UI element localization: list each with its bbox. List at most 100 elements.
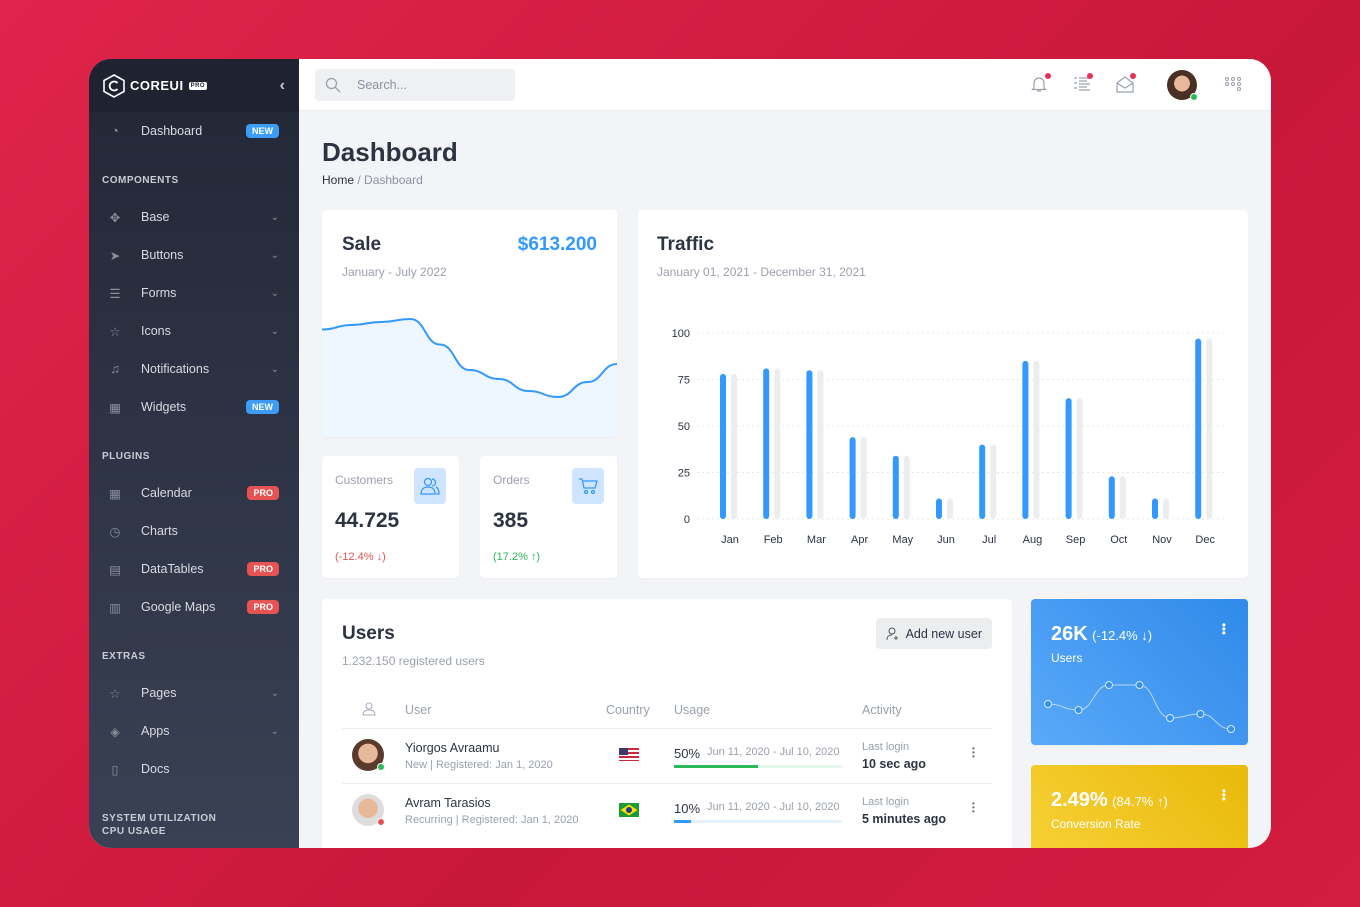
- bar-may-series-2[interactable]: [903, 455, 910, 519]
- envelope-open-icon[interactable]: [1116, 73, 1136, 95]
- search-box[interactable]: [315, 69, 515, 101]
- notes-icon: ☰: [109, 286, 121, 301]
- sidebar-badge: PRO: [247, 562, 279, 576]
- bar-jul-series-2[interactable]: [990, 444, 997, 519]
- breadcrumb-home[interactable]: Home: [322, 173, 355, 187]
- sparkline-point[interactable]: [1105, 681, 1113, 689]
- bar-nov-series-1[interactable]: [1152, 498, 1158, 519]
- bar-oct-series-1[interactable]: [1108, 476, 1115, 519]
- sidebar-brand[interactable]: COREUI PRO ‹: [89, 59, 299, 112]
- top-header: [299, 59, 1271, 111]
- chevron-down-icon: ⌄: [270, 725, 279, 737]
- sidebar-item-docs[interactable]: ▯ Docs: [89, 750, 299, 788]
- bar-sep-series-1[interactable]: [1065, 398, 1072, 519]
- chevron-down-icon: ⌄: [270, 287, 279, 299]
- apps-grid-icon[interactable]: [1225, 77, 1245, 97]
- bar-jun-series-2[interactable]: [947, 498, 953, 519]
- bar-aug-series-2[interactable]: [1033, 360, 1040, 519]
- bar-feb-series-1[interactable]: [763, 368, 770, 519]
- sidebar-item-pages[interactable]: ☆ Pages ⌄: [89, 674, 299, 712]
- sidebar-section-title: EXTRAS: [102, 650, 146, 662]
- chevron-down-icon: ⌄: [270, 325, 279, 337]
- bar-nov-series-2[interactable]: [1163, 498, 1169, 519]
- user-avatar[interactable]: [1167, 70, 1198, 101]
- column-country[interactable]: Country: [606, 703, 650, 717]
- bar-apr-series-1[interactable]: [849, 437, 856, 519]
- bar-dec-series-2[interactable]: [1206, 338, 1213, 519]
- bar-aug-series-1[interactable]: [1022, 360, 1029, 519]
- bar-mar-series-2[interactable]: [817, 370, 824, 519]
- sparkline-point[interactable]: [1166, 714, 1174, 722]
- notifications-bell-icon[interactable]: [1031, 73, 1051, 95]
- bar-jun-series-1[interactable]: [936, 498, 942, 519]
- star-icon: ☆: [109, 324, 121, 339]
- flag-usa-icon: [619, 748, 639, 766]
- traffic-title: Traffic: [657, 234, 715, 255]
- sidebar-item-notifications[interactable]: ♫ Notifications ⌄: [89, 350, 299, 388]
- users-widget-change: (-12.4% ↓): [1092, 628, 1153, 643]
- usage-progress: [674, 765, 842, 768]
- bar-sep-series-2[interactable]: [1076, 398, 1083, 519]
- sidebar-item-dashboard[interactable]: ◔ Dashboard NEW: [89, 112, 299, 150]
- more-options-icon[interactable]: • • •: [1221, 618, 1226, 640]
- sparkline-point[interactable]: [1044, 700, 1052, 708]
- sidebar: COREUI PRO ‹ ◔ Dashboard NEW COMPONENTS ✥ Base…: [89, 59, 299, 848]
- bar-jan-series-1[interactable]: [720, 373, 726, 519]
- spreadsheet-icon: ▤: [109, 562, 121, 577]
- sidebar-item-google-maps[interactable]: ▥ Google Maps PRO: [89, 588, 299, 626]
- sidebar-item-buttons[interactable]: ➤ Buttons ⌄: [89, 236, 299, 274]
- user-name: Avram Tarasios: [405, 796, 491, 810]
- sparkline-point[interactable]: [1227, 725, 1235, 733]
- layers-icon: ◈: [110, 724, 120, 739]
- sparkline-point[interactable]: [1196, 710, 1205, 718]
- sidebar-item-charts[interactable]: ◷ Charts: [89, 512, 299, 550]
- x-tick-label: Nov: [1152, 534, 1172, 546]
- sidebar-toggle-chevron-left-icon[interactable]: ‹: [279, 76, 285, 94]
- x-tick-label: Sep: [1066, 534, 1086, 546]
- sidebar-badge: PRO: [247, 600, 279, 614]
- sidebar-item-calendar[interactable]: ▦ Calendar PRO: [89, 474, 299, 512]
- sparkline-point[interactable]: [1074, 706, 1083, 714]
- sidebar-item-base[interactable]: ✥ Base ⌄: [89, 198, 299, 236]
- bar-apr-series-2[interactable]: [860, 437, 867, 519]
- bar-jan-series-2[interactable]: [731, 373, 737, 519]
- sidebar-section-title: COMPONENTS: [102, 174, 179, 186]
- bar-feb-series-2[interactable]: [774, 368, 781, 519]
- row-options-icon[interactable]: • • •: [972, 799, 975, 816]
- conversion-widget: 2.49% (84.7% ↑) Conversion Rate • • •: [1031, 765, 1248, 848]
- search-input[interactable]: [357, 78, 507, 92]
- sidebar-item-apps[interactable]: ◈ Apps ⌄: [89, 712, 299, 750]
- table-row[interactable]: Yiorgos Avraamu New | Registered: Jan 1,…: [342, 728, 992, 783]
- conversion-change: (84.7% ↑): [1112, 794, 1168, 809]
- users-card: Users 1.232.150 registered users Add new…: [322, 599, 1012, 848]
- sidebar-item-datatables[interactable]: ▤ DataTables PRO: [89, 550, 299, 588]
- orders-change: (17.2% ↑): [493, 551, 541, 563]
- task-list-icon[interactable]: [1073, 73, 1093, 95]
- calendar-icon: ▦: [109, 486, 121, 501]
- bar-oct-series-2[interactable]: [1119, 476, 1126, 519]
- column-user[interactable]: User: [405, 703, 432, 717]
- sparkline-point[interactable]: [1135, 681, 1144, 689]
- more-options-icon[interactable]: • • •: [1221, 784, 1226, 806]
- flag-brazil-icon: [619, 803, 639, 822]
- add-new-user-button[interactable]: Add new user: [875, 618, 992, 649]
- sale-period: January - July 2022: [342, 265, 447, 279]
- y-tick-label: 25: [678, 468, 690, 480]
- bar-jul-series-1[interactable]: [979, 444, 986, 519]
- sidebar-item-icons[interactable]: ☆ Icons ⌄: [89, 312, 299, 350]
- sparkline-path: [1047, 684, 1232, 730]
- calculator-icon: ▦: [109, 400, 121, 415]
- conversion-value: 2.49%: [1051, 789, 1108, 811]
- sidebar-item-widgets[interactable]: ▦ Widgets NEW: [89, 388, 299, 426]
- bar-may-series-1[interactable]: [892, 455, 899, 519]
- user-name: Yiorgos Avraamu: [405, 741, 500, 755]
- activity-label: Last login: [862, 741, 910, 753]
- table-row[interactable]: Avram Tarasios Recurring | Registered: J…: [342, 783, 992, 838]
- row-options-icon[interactable]: • • •: [972, 744, 975, 761]
- column-usage[interactable]: Usage: [674, 703, 711, 717]
- column-activity[interactable]: Activity: [862, 703, 902, 717]
- bar-mar-series-1[interactable]: [806, 370, 813, 519]
- sidebar-item-forms[interactable]: ☰ Forms ⌄: [89, 274, 299, 312]
- bar-dec-series-1[interactable]: [1195, 338, 1202, 519]
- orders-value: 385: [493, 509, 529, 532]
